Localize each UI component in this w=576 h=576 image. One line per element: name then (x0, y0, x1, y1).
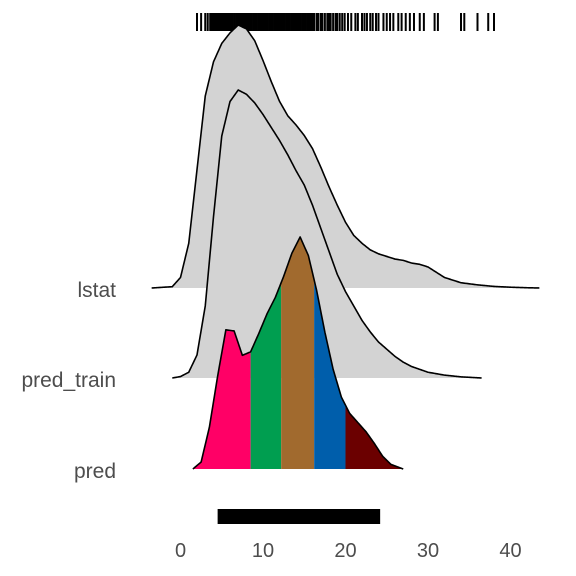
x-tick-label: 0 (175, 540, 186, 562)
quantile-area-4 (314, 279, 346, 469)
x-tick-label: 30 (417, 540, 439, 562)
ridge-pred-train (172, 89, 482, 379)
range-bar-layer (217, 509, 381, 524)
density-ridges (151, 24, 540, 470)
density-area (172, 90, 482, 378)
row-label-lstat: lstat (77, 279, 116, 302)
density-line (151, 24, 540, 289)
density-line (172, 89, 482, 379)
range-bar (217, 509, 381, 524)
quantile-area-1 (192, 329, 251, 469)
row-label-pred-train: pred_train (21, 369, 116, 392)
x-tick-label: 10 (252, 540, 274, 562)
ridge-pred (192, 236, 404, 470)
quantile-area-3 (281, 237, 315, 469)
quantile-area-5 (345, 405, 404, 469)
x-tick-label: 20 (334, 540, 356, 562)
x-tick-label: 40 (499, 540, 521, 562)
row-label-pred: pred (74, 460, 116, 483)
density-line (192, 236, 404, 470)
quantile-area-2 (250, 282, 282, 469)
x-axis-tick-labels: 0 10 20 30 40 (175, 540, 522, 562)
